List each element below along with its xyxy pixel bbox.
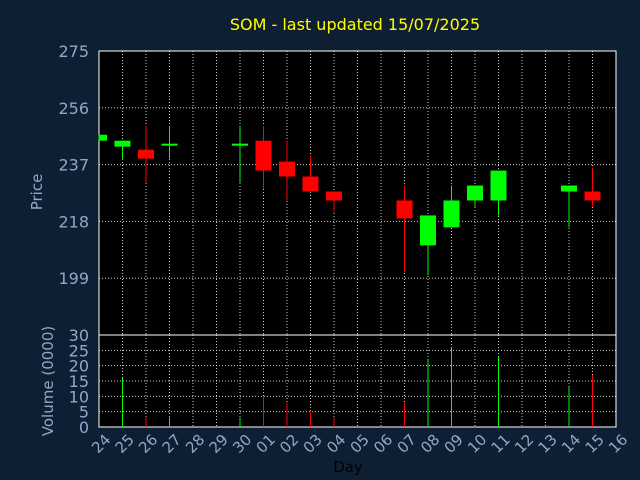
chart-title: SOM - last updated 15/07/2025 [230, 15, 480, 34]
volume-tick-label: 5 [79, 403, 89, 422]
candle-03 [302, 155, 319, 192]
candle-body [443, 200, 460, 228]
candle-body [279, 161, 295, 177]
volume-tick-label: 15 [69, 372, 89, 391]
candle-02 [279, 140, 295, 201]
candle-27 [161, 125, 178, 159]
candle-body [114, 140, 131, 147]
price-tick-label: 256 [58, 99, 89, 118]
volume-tick-label: 20 [69, 357, 89, 376]
price-axis-label: Price [28, 174, 46, 211]
candle-10 [467, 185, 483, 207]
candles [98, 125, 601, 276]
candle-body [138, 149, 154, 159]
candle-body [490, 170, 507, 201]
candle-body [255, 140, 272, 171]
candle-11 [490, 170, 507, 216]
price-tick-label: 275 [58, 42, 89, 61]
price-tick-label: 218 [58, 212, 89, 231]
candle-body [232, 143, 248, 146]
candle-24 [98, 134, 107, 141]
candle-15 [584, 167, 601, 207]
volume-tick-label: 10 [69, 387, 89, 406]
candle-body [420, 215, 436, 246]
candle-30 [232, 125, 248, 183]
candle-body [99, 134, 107, 141]
price-tick-label: 199 [58, 269, 89, 288]
candle-body [561, 185, 577, 192]
candle-body [467, 185, 483, 201]
volume-tick-label: 0 [79, 418, 89, 437]
volume-bars [122, 347, 593, 427]
candle-25 [114, 140, 131, 159]
candle-26 [138, 125, 154, 183]
candle-04 [326, 191, 342, 213]
candle-01 [255, 125, 272, 189]
candle-08 [420, 215, 436, 276]
volume-tick-label: 25 [69, 341, 89, 360]
price-panel: 199 218 237 256 275 Price [28, 42, 617, 336]
x-axis-label: Day [333, 458, 363, 476]
candle-body [161, 143, 178, 146]
price-tick-labels: 199 218 237 256 275 [58, 42, 89, 288]
candle-09 [443, 185, 460, 228]
candle-body [326, 191, 342, 201]
candle-07 [396, 185, 413, 273]
candle-body [584, 191, 601, 201]
candle-body [302, 176, 319, 192]
candle-body [396, 200, 413, 219]
candle-14 [561, 185, 577, 228]
volume-axis-label: Volume (0000) [39, 326, 57, 436]
volume-tick-label: 30 [69, 326, 89, 345]
x-tick-labels: 2425262728293001020304050607080910111213… [88, 431, 631, 457]
price-tick-label: 237 [58, 156, 89, 175]
